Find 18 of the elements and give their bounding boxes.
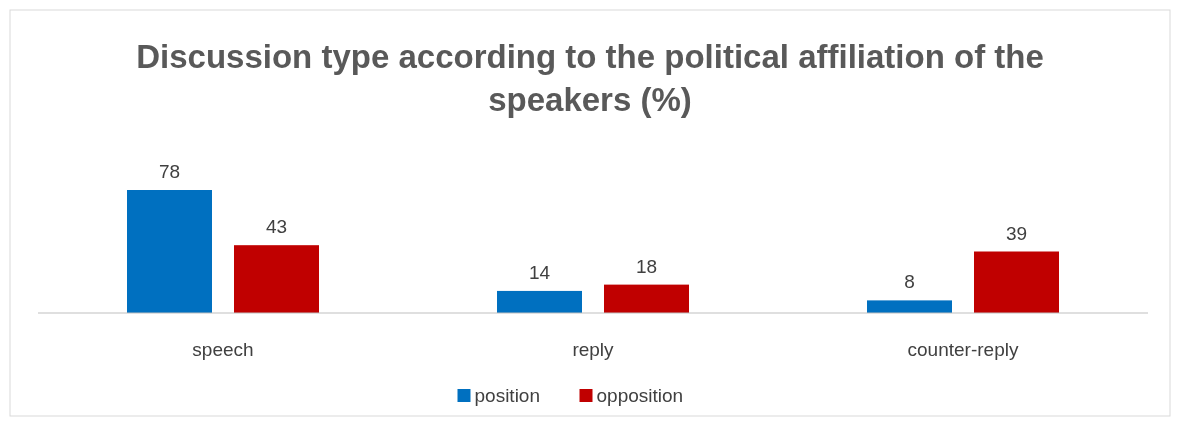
data-label: 39 — [1005, 222, 1028, 244]
legend-label: position — [474, 385, 540, 406]
legend-label: opposition — [596, 385, 684, 406]
bar — [127, 190, 212, 313]
data-label: 43 — [265, 216, 288, 238]
data-label: 8 — [904, 271, 915, 293]
bar — [604, 284, 689, 313]
x-tick-label: speech — [192, 339, 254, 360]
x-tick-label: reply — [572, 339, 615, 360]
bar — [234, 245, 319, 313]
bar — [497, 290, 582, 313]
bar — [974, 251, 1059, 313]
bar — [867, 300, 952, 313]
data-label: 14 — [528, 261, 551, 283]
chart-title: Discussion type according to the political affiliation of the speakers (%) — [136, 38, 1044, 118]
data-label: 78 — [158, 161, 181, 182]
x-tick-label: counter-reply — [907, 339, 1019, 360]
data-label: 18 — [635, 255, 658, 277]
